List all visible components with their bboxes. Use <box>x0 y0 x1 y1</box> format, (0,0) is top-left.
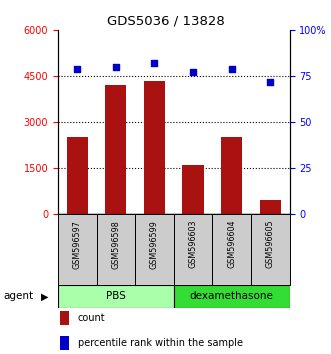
Point <box>268 79 273 85</box>
Text: dexamethasone: dexamethasone <box>190 291 274 302</box>
Point <box>229 66 234 72</box>
Bar <box>60 336 69 350</box>
Bar <box>221 137 242 214</box>
Text: GSM596599: GSM596599 <box>150 220 159 269</box>
Text: GSM596597: GSM596597 <box>73 220 82 269</box>
Text: GSM596598: GSM596598 <box>111 220 120 269</box>
Bar <box>105 85 126 214</box>
Point <box>152 61 157 66</box>
Text: GSM596605: GSM596605 <box>266 220 275 268</box>
Text: GDS5036 / 13828: GDS5036 / 13828 <box>107 14 224 27</box>
Bar <box>135 214 174 285</box>
Bar <box>174 285 290 308</box>
Text: PBS: PBS <box>106 291 126 302</box>
Bar <box>260 200 281 214</box>
Bar <box>144 81 165 214</box>
Point <box>74 66 80 72</box>
Bar <box>174 214 213 285</box>
Text: ▶: ▶ <box>41 291 48 302</box>
Bar <box>67 137 88 214</box>
Text: percentile rank within the sample: percentile rank within the sample <box>77 338 243 348</box>
Text: count: count <box>77 313 105 323</box>
Bar <box>182 165 204 214</box>
Bar <box>60 311 69 325</box>
Bar <box>58 285 174 308</box>
Point <box>113 64 118 70</box>
Text: GSM596603: GSM596603 <box>189 220 198 268</box>
Bar <box>58 214 97 285</box>
Bar <box>251 214 290 285</box>
Text: agent: agent <box>3 291 33 302</box>
Bar <box>97 214 135 285</box>
Text: GSM596604: GSM596604 <box>227 220 236 268</box>
Point <box>190 70 196 75</box>
Bar <box>213 214 251 285</box>
